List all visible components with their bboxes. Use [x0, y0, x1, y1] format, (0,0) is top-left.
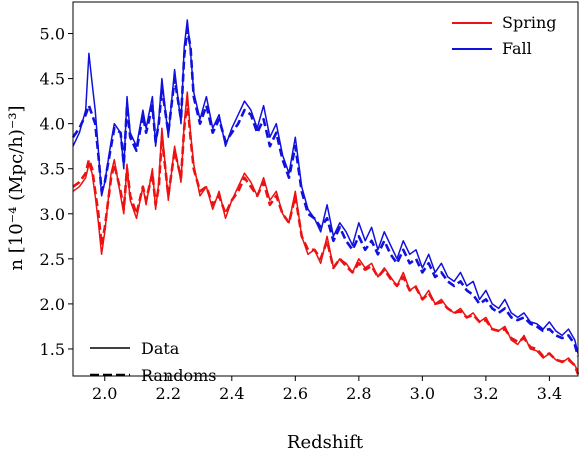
series-layer — [71, 19, 579, 375]
y-axis-ticks: 1.5 2.0 2.5 3.0 3.5 4.0 4.5 5.0 — [40, 25, 73, 359]
y-tick-label: 4.0 — [40, 115, 65, 134]
y-tick-label: 1.5 — [40, 340, 65, 359]
y-tick-label: 5.0 — [40, 25, 65, 44]
x-tick-label: 2.2 — [156, 384, 181, 403]
x-tick-label: 3.0 — [410, 384, 435, 403]
plot-background — [73, 2, 578, 376]
series-line-fall-dashed — [71, 27, 579, 357]
y-tick-label: 2.0 — [40, 295, 65, 314]
plot-frame — [72, 1, 579, 377]
y-tick-label: 2.5 — [40, 250, 65, 269]
x-tick-label: 2.6 — [283, 384, 308, 403]
x-tick-label: 2.4 — [219, 384, 244, 403]
x-tick-label: 2.0 — [92, 384, 117, 403]
legend-randoms-label: Randoms — [141, 366, 217, 385]
series-line-spring-dashed — [72, 99, 579, 375]
y-tick-label: 3.0 — [40, 205, 65, 224]
x-tick-label: 3.4 — [537, 384, 562, 403]
x-axis-label: Redshift — [287, 432, 364, 453]
legend-styles: Data Randoms — [90, 339, 217, 385]
y-tick-label: 3.5 — [40, 160, 65, 179]
legend-fall-label: Fall — [502, 39, 532, 58]
legend-spring-label: Spring — [502, 13, 557, 32]
x-tick-label: 2.8 — [346, 384, 371, 403]
y-axis-label: n [10⁻⁴ (Mpc/h)⁻³] — [6, 105, 27, 270]
x-axis-ticks: 2.0 2.2 2.4 2.6 2.8 3.0 3.2 3.4 — [92, 376, 562, 403]
legend-data-label: Data — [141, 339, 180, 358]
y-tick-label: 4.5 — [40, 70, 65, 89]
legend-colors: Spring Fall — [452, 13, 557, 58]
x-tick-label: 3.2 — [473, 384, 498, 403]
